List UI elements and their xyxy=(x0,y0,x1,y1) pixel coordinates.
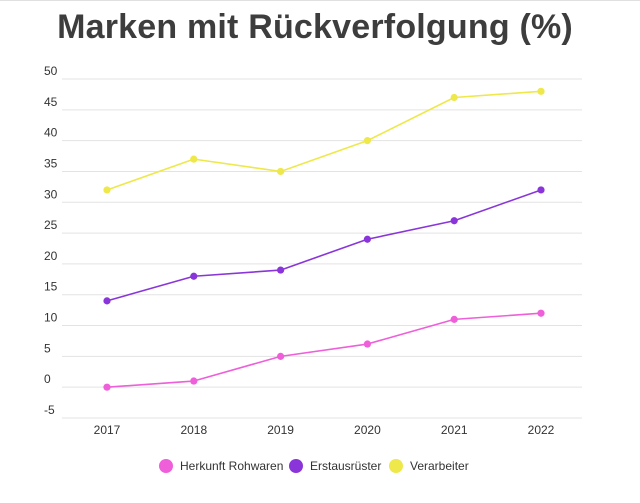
chart-title: Marken mit Rückverfolgung (%) xyxy=(57,8,573,46)
series-line-2 xyxy=(106,90,542,191)
y-tick-label: 15 xyxy=(44,280,58,294)
data-point xyxy=(363,235,371,243)
data-point xyxy=(363,340,371,348)
x-axis-ticks: 2017 2018 2019 2020 2021 2022 xyxy=(94,423,555,437)
data-point xyxy=(450,315,458,323)
legend-item-0[interactable]: Herkunft Rohwaren xyxy=(159,459,283,473)
y-tick-label: 50 xyxy=(44,64,58,78)
data-point xyxy=(450,93,458,102)
y-axis-ticks: -5 0 5 10 15 20 25 30 35 40 45 50 xyxy=(44,64,58,417)
y-tick-label: 20 xyxy=(44,249,58,263)
data-point xyxy=(537,186,545,194)
data-point xyxy=(450,217,458,225)
x-tick-label: 2018 xyxy=(180,423,207,437)
data-point xyxy=(277,167,285,176)
legend-label: Verarbeiter xyxy=(410,459,469,473)
y-tick-label: 10 xyxy=(44,311,58,325)
y-tick-label: 5 xyxy=(44,341,51,355)
data-point xyxy=(103,297,111,305)
legend-marker xyxy=(289,459,303,473)
data-point xyxy=(103,383,111,391)
series-line-1 xyxy=(106,189,542,302)
y-tick-label: -5 xyxy=(44,403,55,417)
y-tick-label: 25 xyxy=(44,218,58,232)
x-tick-label: 2021 xyxy=(441,423,468,437)
x-tick-label: 2017 xyxy=(94,423,121,437)
x-tick-label: 2019 xyxy=(267,423,294,437)
legend[interactable]: Herkunft Rohwaren Erstausrüster Verarbeite… xyxy=(159,459,469,473)
legend-label: Erstausrüster xyxy=(310,459,381,473)
legend-item-2[interactable]: Verarbeiter xyxy=(389,459,469,473)
top-divider xyxy=(0,0,640,1)
data-point xyxy=(277,266,285,274)
data-point xyxy=(277,352,285,360)
x-tick-label: 2022 xyxy=(528,423,555,437)
data-point xyxy=(363,137,371,145)
legend-label: Herkunft Rohwaren xyxy=(180,459,283,473)
legend-marker xyxy=(159,459,173,473)
data-point xyxy=(537,309,545,317)
data-point xyxy=(190,272,198,280)
legend-marker xyxy=(389,459,403,473)
y-tick-label: 30 xyxy=(44,187,58,201)
y-tick-label: 35 xyxy=(44,156,58,170)
y-tick-label: 45 xyxy=(44,95,58,109)
series-line-0 xyxy=(106,312,542,388)
data-point xyxy=(190,155,198,163)
data-point xyxy=(103,186,111,194)
y-tick-label: 40 xyxy=(44,126,58,140)
x-tick-label: 2020 xyxy=(354,423,381,437)
data-point xyxy=(537,87,545,95)
series-lines xyxy=(103,87,545,391)
gridlines xyxy=(62,78,582,419)
data-point xyxy=(190,377,198,385)
y-tick-label: 0 xyxy=(44,372,51,386)
legend-item-1[interactable]: Erstausrüster xyxy=(289,459,381,473)
